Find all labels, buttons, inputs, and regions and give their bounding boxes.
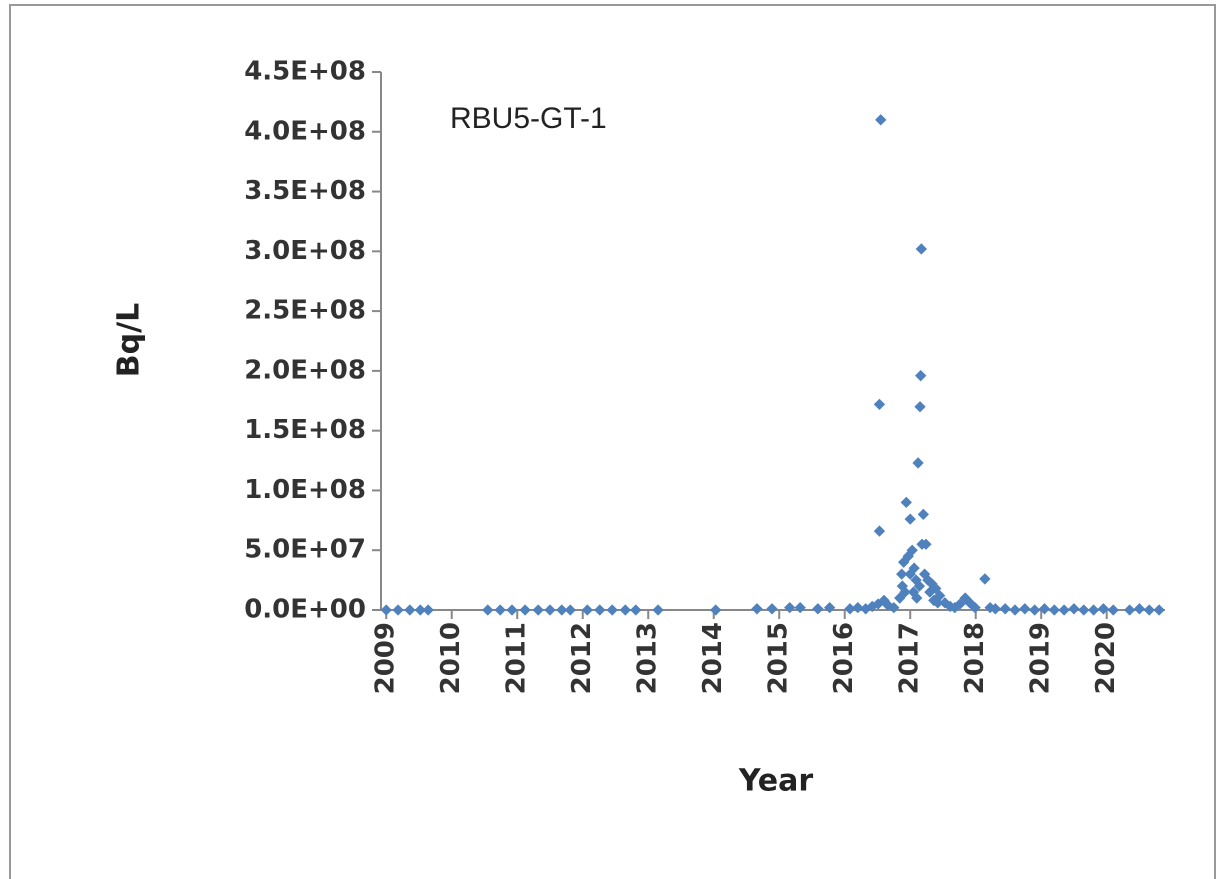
x-tick-label: 2016 — [829, 622, 859, 694]
point — [979, 573, 991, 585]
point — [873, 398, 886, 411]
point — [915, 243, 928, 255]
point — [1097, 603, 1110, 615]
annotation: RBU5-GT-1 — [450, 102, 607, 135]
point — [969, 601, 981, 614]
point — [912, 457, 924, 469]
point — [823, 601, 836, 614]
x-tick-label: 2013 — [633, 622, 663, 694]
x-tick-label: 2018 — [960, 622, 990, 694]
point — [906, 544, 918, 556]
x-tick-label: 2017 — [895, 622, 925, 694]
x-axis-label: Year — [738, 764, 814, 799]
y-tick-label: 4.5E+08 — [244, 57, 366, 87]
point — [920, 538, 932, 550]
point — [1087, 604, 1100, 616]
point — [784, 601, 796, 614]
y-tick-label: 2.0E+08 — [244, 355, 366, 385]
y-tick-label: 3.0E+08 — [244, 236, 366, 266]
point — [404, 604, 416, 616]
point — [1133, 603, 1146, 615]
point — [1153, 604, 1165, 616]
point — [844, 603, 856, 615]
point — [1078, 604, 1090, 616]
point — [564, 604, 576, 616]
x-tick-label: 2009 — [371, 622, 401, 694]
y-tick-label: 0.0E+00 — [244, 595, 366, 625]
point — [1019, 603, 1031, 615]
point — [544, 604, 556, 616]
point — [999, 603, 1011, 615]
point — [1009, 604, 1021, 616]
point — [630, 604, 642, 616]
y-axis-label: Bq/L — [112, 303, 147, 377]
point — [494, 604, 506, 616]
point — [915, 370, 927, 382]
x-tick-label: 2019 — [1026, 622, 1056, 694]
point — [519, 604, 531, 616]
y-tick-label: 3.5E+08 — [244, 176, 366, 206]
point — [422, 604, 434, 616]
frame — [9, 4, 1216, 879]
point — [506, 604, 518, 616]
point — [652, 604, 664, 616]
point — [989, 603, 1002, 615]
point — [581, 604, 593, 616]
point — [911, 592, 923, 604]
point — [482, 604, 494, 616]
point — [899, 586, 911, 598]
x-tick-label: 2012 — [567, 622, 597, 694]
point — [812, 603, 824, 615]
point — [1123, 604, 1136, 616]
x-tick-label: 2020 — [1091, 622, 1121, 694]
point — [1143, 604, 1155, 616]
point — [917, 508, 929, 521]
point — [1068, 603, 1080, 615]
point — [873, 525, 886, 537]
point — [852, 601, 864, 614]
point — [710, 604, 722, 616]
point — [1058, 604, 1070, 616]
point — [900, 496, 912, 509]
point — [913, 580, 926, 592]
point — [904, 513, 916, 525]
point — [1048, 604, 1060, 616]
point — [904, 568, 916, 580]
x-tick-label: 2014 — [698, 622, 728, 694]
x-tick-label: 2011 — [502, 622, 532, 694]
y-tick-label: 2.5E+08 — [244, 296, 366, 326]
point — [751, 603, 763, 615]
point — [888, 601, 900, 614]
point — [1029, 604, 1041, 616]
x-tick-label: 2010 — [436, 622, 466, 694]
y-tick-label: 1.0E+08 — [244, 475, 366, 505]
y-tick-label: 5.0E+07 — [244, 535, 366, 565]
point — [606, 604, 618, 616]
point — [924, 586, 936, 598]
point — [619, 604, 631, 616]
point — [414, 604, 426, 616]
x-tick-label: 2015 — [764, 622, 794, 694]
point — [914, 401, 926, 413]
point — [794, 601, 806, 614]
y-tick-label: 1.5E+08 — [244, 415, 366, 445]
point — [896, 568, 908, 580]
y-tick-label: 4.0E+08 — [244, 116, 366, 146]
point — [594, 604, 606, 616]
point — [532, 604, 544, 616]
point — [918, 568, 931, 580]
point — [556, 604, 568, 616]
point — [766, 603, 778, 615]
point — [392, 604, 404, 616]
point — [1038, 603, 1051, 615]
point — [932, 597, 944, 609]
point — [1107, 604, 1119, 616]
point — [380, 604, 392, 616]
